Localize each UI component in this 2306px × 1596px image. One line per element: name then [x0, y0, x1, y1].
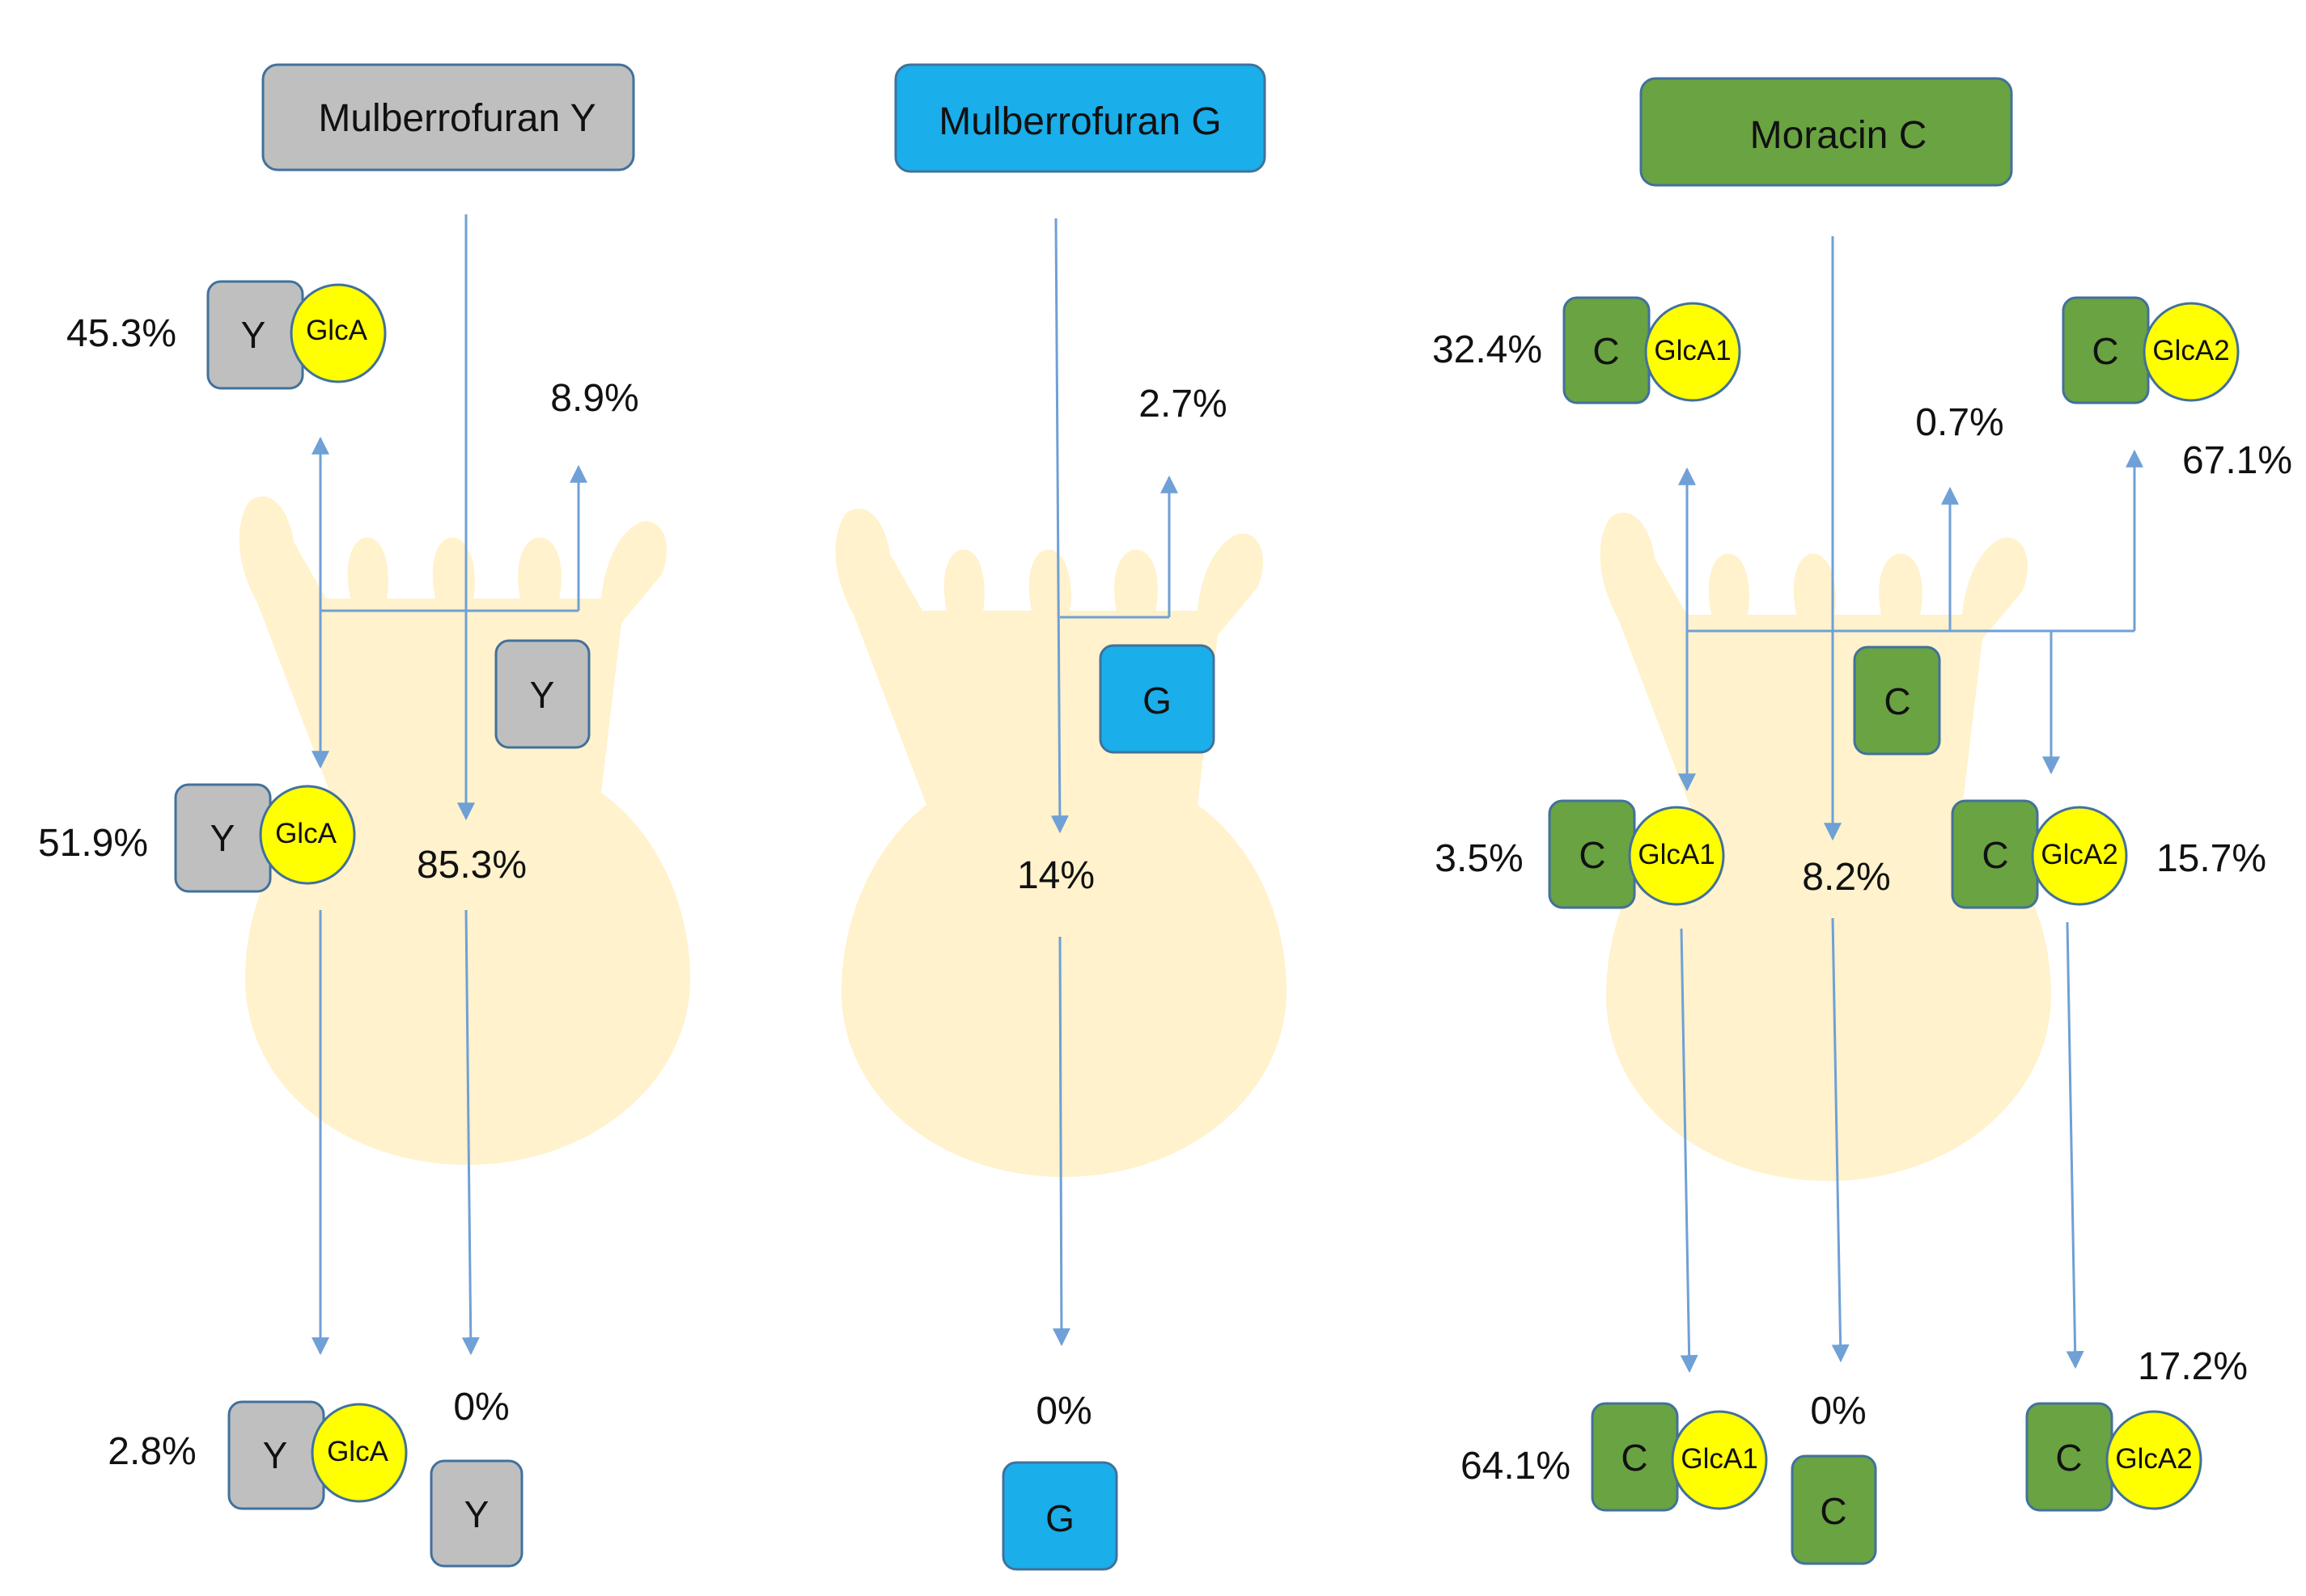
aglycone-label: C: [2092, 330, 2118, 372]
glca2-label: GlcA2: [2152, 335, 2229, 366]
bottom-aglycone-label-c: C: [1820, 1490, 1846, 1532]
pct-mid-aglycone-y: 85.3%: [417, 844, 527, 887]
glca2-circle: [2143, 302, 2240, 402]
title-box-moracin-c: [1639, 77, 2013, 187]
panel-moracin-c: Moracin C C GlcA1 32.4% C GlcA2 67.1% 0.…: [1432, 77, 2292, 1565]
glca2-circle: [2031, 806, 2128, 906]
panel-mulberrofuran-y: Mulberrofuran Y Y GlcA 45.3% 8.9% Y Y Gl…: [38, 63, 690, 1568]
glca1-label: GlcA1: [1638, 839, 1715, 870]
tissue-aglycone-label-c: C: [1884, 680, 1910, 722]
glca-label: GlcA: [327, 1436, 389, 1467]
pct-mid-glucuronide-y: 51.9%: [38, 822, 148, 865]
bottom-aglycone-box-y: [430, 1459, 524, 1568]
bottom-aglycone-box-c: [1791, 1454, 1877, 1565]
arrow-parent-to-plasma-g: [1050, 218, 1069, 834]
title-mulberrofuran-y: Mulberrofuran Y: [318, 97, 596, 140]
pct-top-aglycone-c: 0.7%: [1915, 401, 2003, 444]
glca-circle: [311, 1403, 408, 1503]
pct-top-aglycone-y: 8.9%: [550, 377, 638, 420]
glca-circle: [259, 785, 356, 885]
arrow-to-bottom-aglycone-y: [461, 909, 480, 1356]
tissue-aglycone-box-y: [494, 639, 591, 749]
aglycone-label: C: [1621, 1437, 1647, 1479]
aglycone-label: C: [1579, 834, 1605, 876]
pct-mid-aglycone-c: 8.2%: [1802, 856, 1890, 899]
glca-label: GlcA: [275, 818, 337, 849]
arrow-to-bottom-glca1-c: [1680, 928, 1698, 1374]
title-box-mulberrofuran-y: [261, 63, 635, 171]
pct-bottom-aglycone-y: 0%: [453, 1386, 509, 1429]
bottom-aglycone-label-y: Y: [464, 1493, 490, 1535]
panel-mulberrofuran-g: Mulberrofuran G 2.7% G 14% 0% G: [835, 63, 1287, 1571]
glca2-label: GlcA2: [2115, 1443, 2192, 1475]
glca1-circle: [1671, 1410, 1768, 1510]
aglycone-label: Y: [210, 817, 235, 859]
pct-top-glucuronide1-c: 32.4%: [1432, 328, 1542, 371]
pct-bottom-glucuronide2-c: 17.2%: [2138, 1345, 2248, 1388]
glca2-circle: [2105, 1410, 2202, 1510]
glca-circle: [290, 283, 387, 383]
aglycone-label: Y: [263, 1434, 288, 1476]
pct-mid-glucuronide1-c: 3.5%: [1435, 837, 1523, 880]
arrow-to-bottom-aglycone-c: [1831, 917, 1850, 1363]
pct-top-aglycone-g: 2.7%: [1138, 383, 1227, 425]
tissue-aglycone-label-y: Y: [530, 674, 555, 716]
aglycone-label: C: [1592, 330, 1619, 372]
pct-bottom-aglycone-c: 0%: [1810, 1390, 1866, 1433]
arrow-to-bottom-aglycone-g: [1052, 936, 1070, 1347]
pct-top-glucuronide-y: 45.3%: [66, 312, 176, 355]
tissue-aglycone-label-g: G: [1142, 679, 1172, 722]
bottom-aglycone-box-g: [1002, 1461, 1118, 1571]
bottom-aglycone-label-g: G: [1045, 1497, 1075, 1539]
glca1-label: GlcA1: [1654, 335, 1731, 366]
glca1-circle: [1628, 806, 1725, 906]
title-box-mulberrofuran-g: [894, 63, 1266, 173]
arrow-to-bottom-glca2-c: [2066, 921, 2084, 1370]
pct-bottom-aglycone-g: 0%: [1036, 1390, 1092, 1433]
pct-mid-aglycone-g: 14%: [1017, 854, 1095, 897]
aglycone-label: C: [1982, 834, 2008, 876]
aglycone-label: Y: [241, 314, 266, 356]
pct-top-glucuronide2-c: 67.1%: [2182, 439, 2292, 482]
glca2-label: GlcA2: [2041, 839, 2117, 870]
glca1-label: GlcA1: [1681, 1443, 1757, 1475]
tissue-aglycone-box-g: [1099, 644, 1215, 754]
glca-label: GlcA: [306, 315, 368, 346]
glca1-circle: [1644, 302, 1741, 402]
title-moracin-c: Moracin C: [1750, 114, 1927, 157]
pct-bottom-glucuronide1-c: 64.1%: [1460, 1445, 1571, 1488]
tissue-aglycone-box-c: [1853, 646, 1941, 756]
title-mulberrofuran-g: Mulberrofuran G: [939, 100, 1221, 143]
pct-mid-glucuronide2-c: 15.7%: [2156, 837, 2266, 880]
aglycone-label: C: [2055, 1437, 2082, 1479]
pct-bottom-glucuronide-y: 2.8%: [108, 1430, 196, 1473]
